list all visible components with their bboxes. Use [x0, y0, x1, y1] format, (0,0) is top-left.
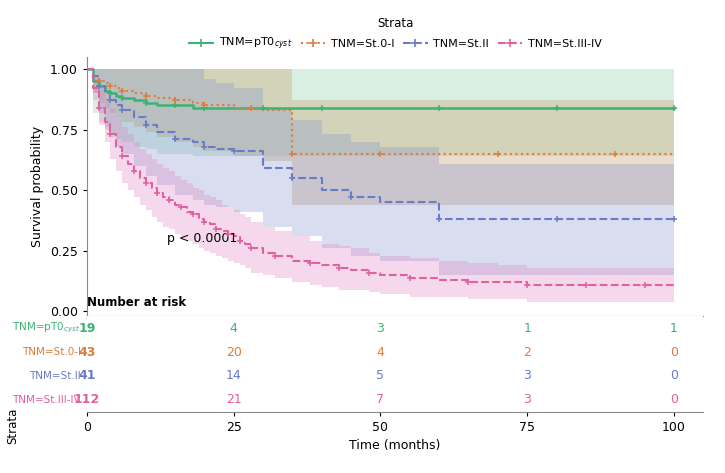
Text: TNM=pT0$_{cyst}$: TNM=pT0$_{cyst}$ — [12, 321, 81, 335]
Y-axis label: Survival probability: Survival probability — [31, 126, 44, 247]
Text: 19: 19 — [78, 322, 96, 335]
Text: 21: 21 — [226, 393, 241, 406]
Text: 3: 3 — [523, 369, 531, 382]
Text: Strata: Strata — [6, 408, 19, 444]
Text: 0: 0 — [670, 345, 678, 359]
Text: p < 0.0001: p < 0.0001 — [167, 232, 237, 245]
Text: 4: 4 — [230, 322, 238, 335]
Legend: TNM=pT0$_{cyst}$, TNM=St.0-I, TNM=St.II, TNM=St.III-IV: TNM=pT0$_{cyst}$, TNM=St.0-I, TNM=St.II,… — [184, 13, 606, 57]
Text: 7: 7 — [376, 393, 384, 406]
X-axis label: Time (months): Time (months) — [349, 439, 441, 452]
Text: 41: 41 — [78, 369, 96, 382]
Text: 5: 5 — [376, 369, 384, 382]
Text: TNM=St.II: TNM=St.II — [29, 371, 81, 381]
Text: TNM=St.0-I: TNM=St.0-I — [22, 347, 81, 357]
Text: 4: 4 — [376, 345, 384, 359]
Text: 0: 0 — [670, 393, 678, 406]
Text: 3: 3 — [376, 322, 384, 335]
Text: 1: 1 — [523, 322, 531, 335]
Text: 2: 2 — [523, 345, 531, 359]
Text: Number at risk: Number at risk — [87, 296, 186, 309]
Text: 20: 20 — [225, 345, 241, 359]
Text: 0: 0 — [670, 369, 678, 382]
Text: 43: 43 — [78, 345, 96, 359]
Text: 14: 14 — [226, 369, 241, 382]
Text: TNM=St.III-IV: TNM=St.III-IV — [12, 394, 81, 404]
Text: 112: 112 — [74, 393, 100, 406]
Text: 3: 3 — [523, 393, 531, 406]
Text: 1: 1 — [670, 322, 678, 335]
